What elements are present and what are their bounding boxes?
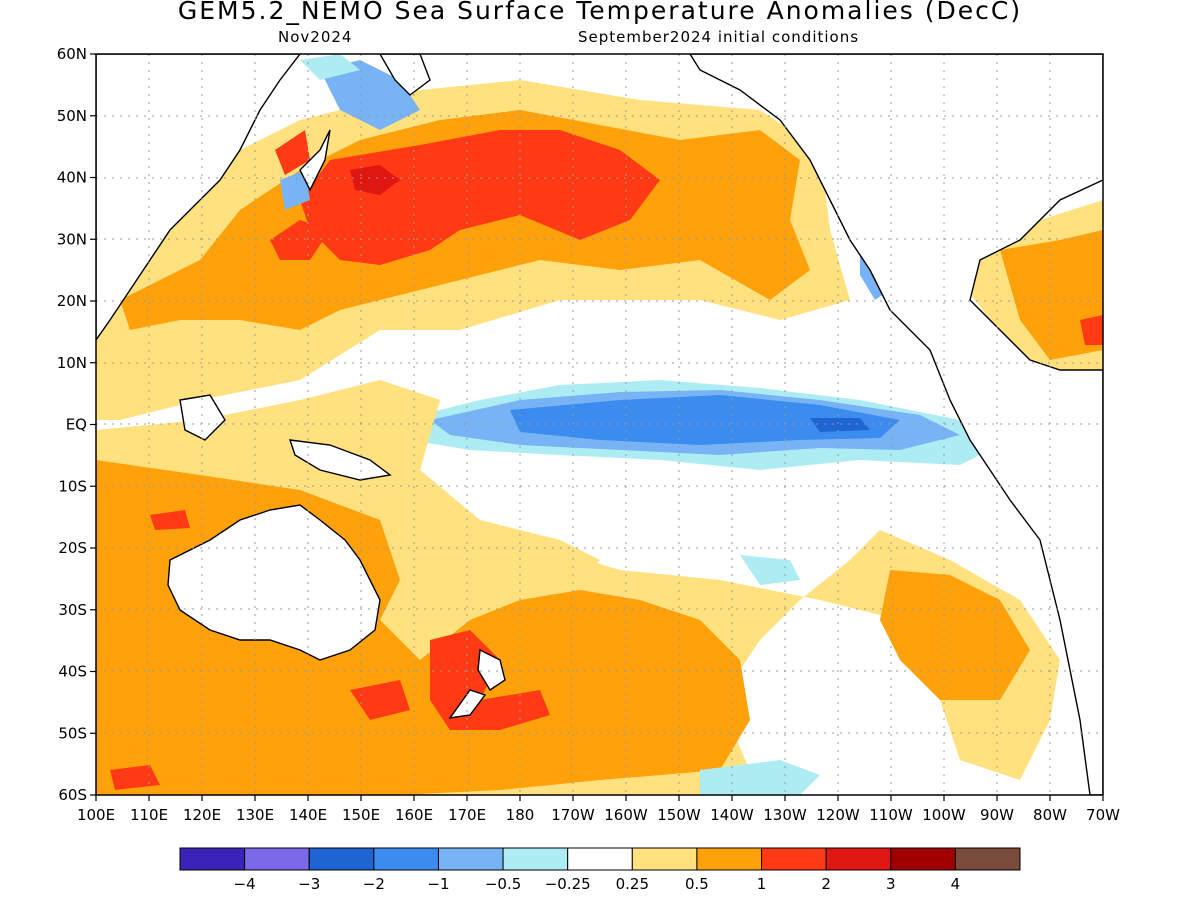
colorbar-label: −1 <box>427 875 449 893</box>
cold-patch-okhotsk-inner <box>300 54 360 80</box>
colorbar-swatch <box>437 847 504 871</box>
colorbar-swatch <box>567 847 633 871</box>
lat-label: EQ <box>66 416 87 434</box>
warm-north-2b <box>270 220 330 260</box>
lon-label: 160E <box>395 806 433 824</box>
warm-north-3 <box>350 165 400 195</box>
colorbar-swatch <box>696 847 763 871</box>
colorbar-label: 3 <box>886 875 896 893</box>
lat-label: 30S <box>58 601 87 619</box>
colorbar-label: −4 <box>234 875 256 893</box>
colorbar-label: −0.25 <box>545 875 591 893</box>
cold-south-patch <box>700 760 820 795</box>
warm-north-2 <box>300 130 660 265</box>
north-america-outline <box>689 54 1103 795</box>
warm-japan-red <box>275 130 310 175</box>
colorbar-swatch <box>631 847 698 871</box>
lon-label: 180 <box>506 806 535 824</box>
lon-label: 130E <box>236 806 274 824</box>
warm-atlantic-orange <box>1000 230 1103 360</box>
lon-label: 70W <box>1086 806 1120 824</box>
lon-label: 80W <box>1033 806 1067 824</box>
lon-label: 170E <box>448 806 486 824</box>
colorbar-swatch <box>373 847 439 871</box>
warm-south-2-indian <box>150 510 190 530</box>
lon-label: 100W <box>922 806 966 824</box>
lat-label: 60N <box>57 45 87 63</box>
colorbar-label: −0.5 <box>485 875 521 893</box>
colorbar-label: −2 <box>363 875 385 893</box>
colorbar-swatch <box>244 847 310 871</box>
graticule <box>96 54 1103 795</box>
coastlines <box>96 54 1103 795</box>
cold-patch-japan <box>280 170 310 210</box>
initial-conditions: September2024 initial conditions <box>578 28 860 46</box>
lon-label: 130W <box>763 806 807 824</box>
colorbar-swatch <box>890 847 956 871</box>
kamchatka-outline <box>379 54 431 96</box>
colorbar-swatch <box>502 847 569 871</box>
colorbar-label: −3 <box>298 875 320 893</box>
forecast-month: Nov2024 <box>278 28 353 46</box>
new-guinea-outline <box>288 439 392 481</box>
colorbar-swatch <box>825 847 892 871</box>
australia-outline <box>167 504 381 661</box>
anomaly-field <box>96 54 1103 795</box>
map-title: GEM5.2_NEMO Sea Surface Temperature Anom… <box>177 0 1023 25</box>
lon-label: 120E <box>183 806 221 824</box>
colorbar-label: 2 <box>821 875 831 893</box>
lon-label: 110W <box>869 806 913 824</box>
lat-label: 50S <box>58 724 87 742</box>
lon-label: 110E <box>130 806 168 824</box>
cold-tongue-deep <box>810 418 870 432</box>
asia-outline <box>96 54 301 342</box>
lat-label: 10N <box>57 354 87 372</box>
colorbar-label: 0.25 <box>616 875 649 893</box>
warm-atlantic-red <box>1080 315 1103 345</box>
lon-label: 150E <box>342 806 380 824</box>
lat-label: 20S <box>58 539 87 557</box>
lon-label: 170W <box>551 806 595 824</box>
new-zealand-south <box>448 689 487 719</box>
warm-south-1-east <box>880 570 1030 700</box>
lon-label: 140E <box>289 806 327 824</box>
colorbar: −4 −3 −2 −1 −0.5 −0.25 0.25 0.5 1 2 3 4 <box>179 847 1021 893</box>
borneo-outline <box>179 394 226 441</box>
lon-label: 160W <box>604 806 648 824</box>
lat-label: 40N <box>57 169 87 187</box>
colorbar-label: 4 <box>951 875 961 893</box>
colorbar-swatch <box>179 847 246 871</box>
colorbar-swatch <box>308 847 375 871</box>
lon-label: 90W <box>980 806 1014 824</box>
lat-label: 20N <box>57 292 87 310</box>
latitude-axis: 60N 50N 40N 30N 20N 10N EQ 10S 20S 30S 40S 50S 60S <box>57 45 96 804</box>
lon-label: 150W <box>657 806 701 824</box>
lon-label: 100E <box>77 806 115 824</box>
warm-south-2-west <box>110 765 160 790</box>
lon-label: 120W <box>816 806 860 824</box>
cold-south-patch-2 <box>740 555 800 585</box>
lon-label: 140W <box>710 806 754 824</box>
lat-label: 30N <box>57 230 87 248</box>
lat-label: 10S <box>58 477 87 495</box>
lat-label: 50N <box>57 107 87 125</box>
lat-label: 60S <box>58 786 87 804</box>
colorbar-label: 0.5 <box>685 875 709 893</box>
colorbar-label: 1 <box>757 875 767 893</box>
new-zealand-north <box>477 648 506 691</box>
colorbar-swatch <box>761 847 827 871</box>
longitude-axis: 100E 110E 120E 130E 140E 150E 160E 170E 180 170W 1… <box>77 795 1120 824</box>
colorbar-swatch <box>954 847 1021 871</box>
lat-label: 40S <box>58 663 87 681</box>
cold-tongue-core <box>510 395 900 445</box>
warm-south-2-tasman <box>350 680 410 720</box>
